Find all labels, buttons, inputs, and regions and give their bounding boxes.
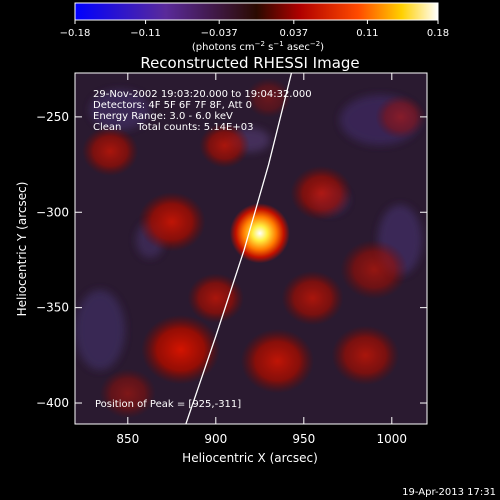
y-tick-label: −400 <box>36 396 69 410</box>
emission-blob <box>290 165 353 221</box>
annotation-block: 29-Nov-2002 19:03:20.000 to 19:04:32.000… <box>93 89 312 133</box>
colorbar-tick-label: −0.037 <box>201 28 238 39</box>
colorbar-units-label: (photons cm−2 s−1 asec−2) <box>192 40 324 53</box>
colorbar-tick-label: 0.11 <box>356 28 378 39</box>
emission-blob <box>375 94 426 140</box>
y-tick-label: −350 <box>36 301 69 315</box>
emission-blob <box>187 273 244 323</box>
emission-blob <box>99 368 156 419</box>
colorbar-tick-label: 0.18 <box>427 28 449 39</box>
annotation-time-range: 29-Nov-2002 19:03:20.000 to 19:04:32.000 <box>93 89 312 100</box>
emission-blob <box>141 314 221 385</box>
x-tick-label: 1000 <box>377 432 408 446</box>
colorbar-ticks: −0.18 −0.11 −0.037 0.037 0.11 0.18 <box>60 20 449 39</box>
y-tick-label: −300 <box>36 205 69 219</box>
plot-frame <box>74 72 428 425</box>
colorbar-scale <box>74 2 439 21</box>
emission-blob <box>240 328 315 394</box>
solar-limb-arc <box>185 73 293 424</box>
emission-blob <box>340 239 408 300</box>
x-tick-label: 850 <box>116 432 139 446</box>
x-tick-label: 950 <box>292 432 315 446</box>
colorbar-tick-label: −0.18 <box>60 28 91 39</box>
emission-blob <box>331 325 400 386</box>
peak-position-label: Position of Peak = [925,-311] <box>95 399 241 410</box>
emission-blob <box>82 126 139 177</box>
emission-blob <box>281 270 344 326</box>
x-axis-title: Heliocentric X (arcsec) <box>182 451 318 465</box>
x-tick-label: 900 <box>204 432 227 446</box>
emission-blob <box>199 123 250 168</box>
peak-source <box>229 203 290 264</box>
chart-title: Reconstructed RHESSI Image <box>140 54 359 72</box>
emission-blob <box>246 77 292 118</box>
colorbar: −0.18 −0.11 −0.037 0.037 0.11 0.18 (photons c… <box>60 2 449 53</box>
y-axis-ticks: −250 −300 −350 −400 <box>36 110 427 410</box>
annotation-detectors: Detectors: 4F 5F 6F 7F 8F, Att 0 <box>93 100 252 111</box>
y-tick-label: −250 <box>36 110 69 124</box>
emission-blob <box>138 192 206 252</box>
footer-timestamp: 19-Apr-2013 17:31 <box>402 487 496 498</box>
y-axis-title: Heliocentric Y (arcsec) <box>15 182 29 317</box>
colorbar-tick-label: 0.037 <box>279 28 308 39</box>
annotation-clean-counts: Clean Total counts: 5.14E+03 <box>93 122 253 133</box>
colorbar-tick-label: −0.11 <box>130 28 161 39</box>
image-panel: 850 900 950 1000 −250 −300 −350 −400 <box>36 72 428 446</box>
annotation-energy-range: Energy Range: 3.0 - 6.0 keV <box>93 111 233 122</box>
x-axis-ticks: 850 900 950 1000 <box>116 73 407 446</box>
